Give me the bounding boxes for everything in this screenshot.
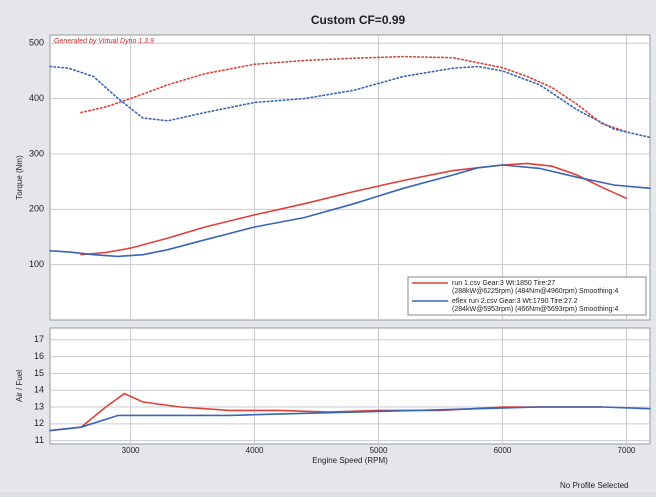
- y-tick-label: 11: [35, 435, 44, 445]
- legend-detail: (288kW@6225rpm) (484Nm@4960rpm) Smoothin…: [452, 288, 618, 295]
- x-tick-label: 6000: [494, 446, 512, 455]
- y-axis-label: Air / Fuel: [15, 370, 24, 402]
- y-tick-label: 300: [29, 148, 44, 158]
- y-tick-label: 400: [29, 93, 44, 103]
- plot-area: [49, 327, 651, 445]
- torque-line: [80, 55, 628, 133]
- x-tick-label: 3000: [122, 446, 140, 455]
- y-tick-label: 500: [29, 38, 44, 48]
- y-tick-label: 15: [34, 368, 44, 378]
- x-tick-label: 7000: [618, 446, 636, 455]
- y-tick-label: 12: [34, 418, 44, 428]
- plot-area: [49, 34, 651, 321]
- subtitle: Generated by Virtual Dyno 1.3.9: [54, 38, 154, 45]
- power-line: [80, 162, 628, 256]
- y-tick-label: 13: [34, 401, 44, 411]
- legend-name: eflex run 2.csv Gear:3 Wt:1790 Tire:27.2: [452, 298, 578, 305]
- y-tick-label: 14: [34, 385, 44, 395]
- x-tick-label: 4000: [246, 446, 264, 455]
- y-tick-label: 17: [34, 334, 44, 344]
- x-tick-label: 5000: [370, 446, 388, 455]
- y-tick-label: 100: [29, 259, 44, 269]
- legend-name: run 1.csv Gear:3 Wt:1850 Tire:27: [452, 280, 555, 287]
- y-axis-label: Torque (Nm): [15, 155, 24, 200]
- legend-detail: (284kW@5953rpm) (466Nm@5693rpm) Smoothin…: [452, 306, 618, 313]
- torque-line: [49, 65, 651, 139]
- power-line: [49, 164, 651, 258]
- y-tick-label: 200: [29, 204, 44, 214]
- status-text: No Profile Selected: [560, 481, 628, 490]
- x-axis-label: Engine Speed (RPM): [312, 456, 388, 465]
- chart-title: Custom CF=0.99: [311, 13, 406, 27]
- y-tick-label: 16: [34, 351, 44, 361]
- afr-line: [49, 406, 651, 432]
